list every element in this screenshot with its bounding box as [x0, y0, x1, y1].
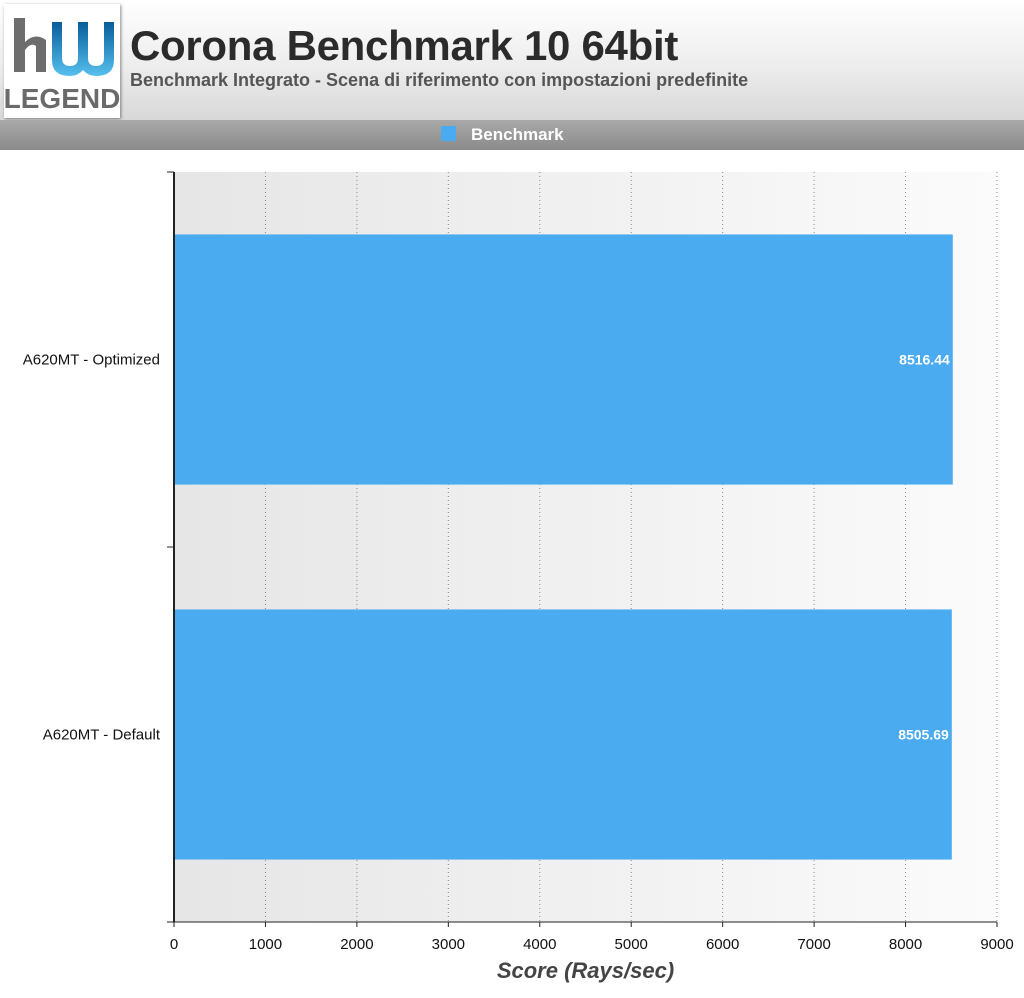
bar-chart: 8516.44 A620MT - Optimized 8505.69 A620MT -… [23, 171, 1014, 983]
data-label: 8505.69 [898, 727, 949, 743]
x-tick-label: 1000 [249, 936, 282, 953]
x-tick-label: 3000 [432, 936, 465, 953]
x-tick-label: 0 [170, 936, 178, 953]
chart-title: Corona Benchmark 10 64bit [130, 22, 679, 69]
x-tick-label: 7000 [797, 936, 830, 953]
category-label: A620MT - Default [43, 727, 161, 744]
header-background [0, 0, 1024, 120]
legend-label: Benchmark [471, 125, 564, 144]
hwlegend-logo: LEGEND [4, 4, 120, 118]
bar [174, 234, 953, 485]
x-tick-label: 2000 [340, 936, 373, 953]
category-label: A620MT - Optimized [23, 352, 160, 369]
x-tick-label: 6000 [706, 936, 739, 953]
bar [174, 609, 952, 860]
x-tick-label: 9000 [980, 936, 1013, 953]
logo-wordmark: LEGEND [4, 83, 120, 114]
data-label: 8516.44 [899, 352, 950, 368]
chart-header: LEGEND Corona Benchmark 10 64bit Benchma… [0, 0, 1024, 150]
legend-swatch [441, 126, 456, 141]
logo-graphic: LEGEND [4, 18, 120, 114]
legend-bar [0, 120, 1024, 150]
x-tick-label: 8000 [889, 936, 922, 953]
x-axis-title: Score (Rays/sec) [497, 958, 674, 983]
x-tick-label: 4000 [523, 936, 556, 953]
x-tick-label: 5000 [615, 936, 648, 953]
chart-subtitle: Benchmark Integrato - Scena di riferimen… [130, 70, 749, 90]
